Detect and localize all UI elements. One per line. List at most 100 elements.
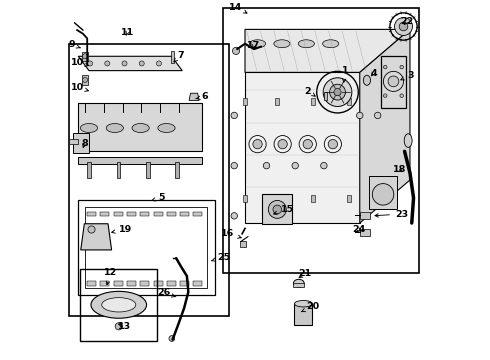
Text: 6: 6 [196, 92, 208, 101]
Bar [240, 241, 245, 247]
Text: 21: 21 [298, 269, 311, 278]
Circle shape [374, 112, 381, 119]
Text: 26: 26 [157, 288, 176, 297]
Text: 20: 20 [301, 302, 320, 312]
Bar [275, 195, 279, 202]
Circle shape [383, 94, 387, 98]
Bar [78, 103, 202, 151]
Text: 4: 4 [370, 69, 377, 78]
Text: 16: 16 [221, 229, 241, 238]
Circle shape [278, 139, 287, 149]
Text: 3: 3 [401, 71, 414, 80]
Text: 10: 10 [71, 83, 88, 92]
Text: 23: 23 [375, 210, 408, 219]
Bar [82, 51, 88, 61]
Text: 14: 14 [229, 3, 247, 13]
Bar [100, 282, 109, 286]
Bar [78, 200, 215, 295]
Circle shape [169, 336, 175, 341]
Bar [153, 282, 163, 286]
Bar [100, 212, 109, 216]
Circle shape [399, 22, 408, 31]
Ellipse shape [132, 123, 149, 132]
Polygon shape [245, 30, 410, 72]
Ellipse shape [80, 123, 98, 132]
Ellipse shape [158, 123, 175, 132]
Bar [180, 282, 189, 286]
Bar [294, 304, 313, 325]
Bar [127, 212, 136, 216]
Ellipse shape [404, 134, 412, 147]
Ellipse shape [249, 40, 266, 48]
Bar [117, 162, 120, 178]
Circle shape [156, 61, 161, 66]
Circle shape [115, 323, 122, 330]
Circle shape [323, 78, 352, 107]
Circle shape [263, 162, 270, 169]
Bar [69, 44, 229, 316]
Text: 2: 2 [305, 86, 315, 96]
Bar [153, 212, 163, 216]
Text: 19: 19 [112, 225, 132, 234]
Ellipse shape [364, 75, 370, 85]
Bar [194, 212, 202, 216]
Circle shape [253, 139, 262, 149]
Text: 18: 18 [393, 166, 406, 175]
Bar [172, 51, 174, 63]
Circle shape [400, 65, 403, 69]
Bar [324, 93, 327, 100]
Polygon shape [73, 134, 89, 153]
Circle shape [303, 139, 313, 149]
Text: 5: 5 [152, 193, 165, 202]
Circle shape [231, 162, 238, 169]
Bar [87, 282, 96, 286]
Polygon shape [81, 224, 112, 250]
Polygon shape [189, 93, 199, 100]
Circle shape [388, 76, 399, 87]
Text: 22: 22 [400, 17, 413, 26]
Bar [146, 162, 149, 178]
Bar [114, 212, 122, 216]
Text: 24: 24 [352, 225, 365, 234]
Text: 17: 17 [247, 41, 261, 50]
Bar [381, 55, 406, 108]
Bar [311, 195, 315, 202]
Ellipse shape [294, 301, 313, 307]
Text: 25: 25 [212, 253, 230, 262]
Ellipse shape [91, 291, 147, 318]
Ellipse shape [102, 298, 136, 312]
Polygon shape [360, 30, 410, 223]
Bar [127, 282, 136, 286]
Bar [167, 282, 176, 286]
Bar [114, 282, 122, 286]
Bar [262, 194, 292, 224]
Bar [347, 195, 351, 202]
Circle shape [82, 77, 88, 82]
Bar [243, 195, 247, 202]
Bar [82, 75, 88, 85]
Circle shape [269, 201, 286, 219]
Circle shape [372, 184, 394, 205]
Text: 12: 12 [104, 268, 117, 285]
Bar [275, 98, 279, 105]
Bar [223, 8, 419, 273]
Bar [140, 212, 149, 216]
Bar [87, 162, 91, 178]
Circle shape [330, 84, 345, 100]
Bar [180, 212, 189, 216]
Text: 8: 8 [81, 139, 88, 148]
Circle shape [273, 205, 282, 214]
Circle shape [292, 162, 298, 169]
Text: 9: 9 [68, 40, 80, 49]
Bar [294, 283, 304, 287]
Ellipse shape [274, 40, 290, 48]
Bar [175, 162, 179, 178]
Text: 1: 1 [342, 66, 349, 82]
Polygon shape [78, 56, 182, 71]
Circle shape [88, 61, 93, 66]
Text: 13: 13 [118, 322, 131, 331]
Circle shape [328, 139, 338, 149]
Ellipse shape [106, 123, 123, 132]
Bar [243, 98, 247, 105]
Bar [194, 282, 202, 286]
